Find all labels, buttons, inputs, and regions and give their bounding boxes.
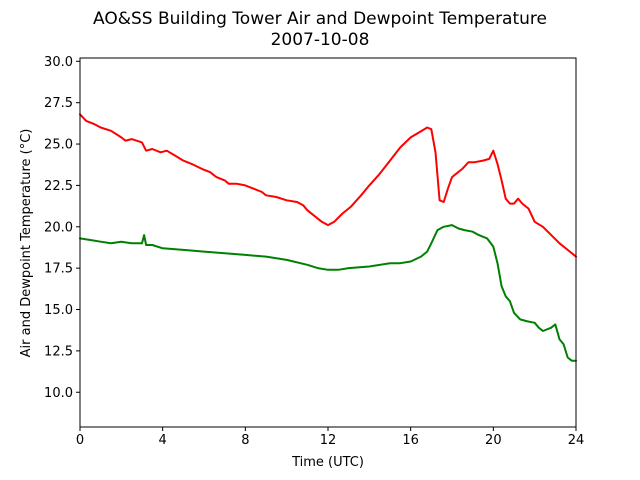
x-tick-label: 8	[241, 433, 249, 448]
y-tick-label: 22.5	[44, 179, 73, 194]
x-axis-label: Time (UTC)	[291, 455, 364, 470]
y-tick-label: 12.5	[44, 344, 73, 359]
x-tick-label: 24	[568, 433, 585, 448]
x-tick-label: 20	[485, 433, 502, 448]
y-tick-label: 30.0	[44, 55, 73, 70]
series-line-1	[79, 224, 577, 362]
y-tick-label: 15.0	[44, 303, 73, 318]
y-tick-label: 27.5	[44, 96, 73, 111]
y-axis-label: Air and Dewpoint Temperature (°C)	[19, 129, 34, 358]
x-tick-label: 0	[76, 433, 84, 448]
y-tick-label: 17.5	[44, 262, 73, 277]
series-layer	[79, 113, 577, 362]
chart-subtitle: 2007-10-08	[271, 30, 370, 50]
plot-frame	[79, 57, 577, 428]
series-line-0	[79, 113, 577, 258]
chart-title: AO&SS Building Tower Air and Dewpoint Te…	[93, 9, 547, 29]
y-tick-label: 25.0	[44, 138, 73, 153]
axes-layer: 0 4 8 12 16 20 24 10.0 12.5 15.0 17.5 20.0 22.5 25.0 2…	[44, 55, 584, 448]
y-tick-label: 10.0	[44, 386, 73, 401]
x-tick-label: 16	[402, 433, 419, 448]
x-tick-label: 4	[159, 433, 167, 448]
y-tick-label: 20.0	[44, 220, 73, 235]
x-tick-label: 12	[320, 433, 337, 448]
